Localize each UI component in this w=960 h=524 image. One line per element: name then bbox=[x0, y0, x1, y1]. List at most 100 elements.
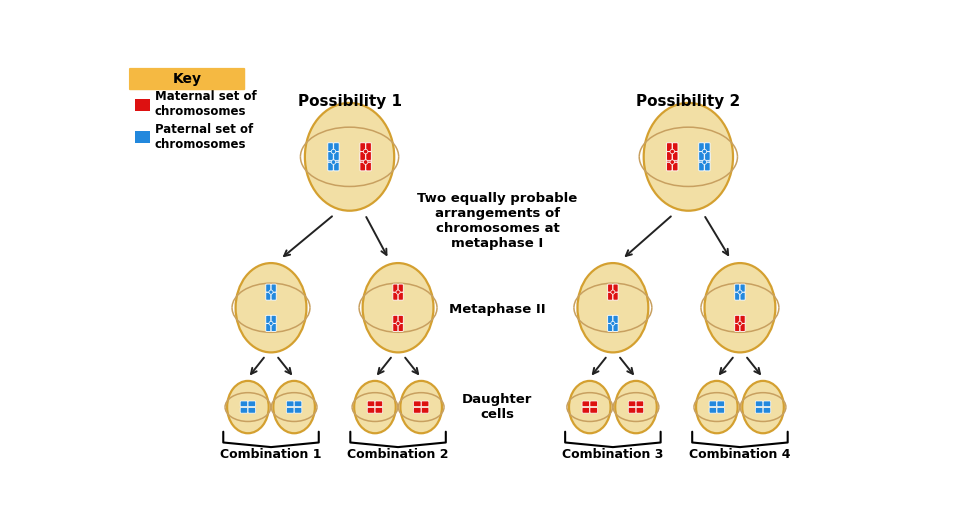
FancyBboxPatch shape bbox=[705, 153, 710, 162]
FancyBboxPatch shape bbox=[582, 401, 589, 407]
FancyBboxPatch shape bbox=[334, 151, 339, 160]
FancyBboxPatch shape bbox=[266, 284, 271, 292]
Circle shape bbox=[396, 290, 400, 294]
FancyBboxPatch shape bbox=[608, 292, 612, 300]
FancyBboxPatch shape bbox=[590, 401, 597, 407]
Circle shape bbox=[396, 321, 400, 325]
FancyBboxPatch shape bbox=[334, 162, 339, 171]
FancyBboxPatch shape bbox=[286, 408, 294, 413]
FancyBboxPatch shape bbox=[636, 401, 644, 407]
FancyBboxPatch shape bbox=[398, 315, 403, 323]
Text: Combination 4: Combination 4 bbox=[689, 449, 791, 461]
FancyBboxPatch shape bbox=[414, 401, 421, 407]
FancyBboxPatch shape bbox=[266, 323, 271, 331]
FancyBboxPatch shape bbox=[240, 401, 248, 407]
FancyBboxPatch shape bbox=[734, 323, 740, 331]
FancyBboxPatch shape bbox=[613, 315, 618, 323]
Circle shape bbox=[702, 149, 707, 154]
Text: Two equally probable
arrangements of
chromosomes at
metaphase I: Two equally probable arrangements of chr… bbox=[418, 192, 578, 250]
FancyBboxPatch shape bbox=[366, 162, 372, 171]
Ellipse shape bbox=[705, 263, 776, 353]
Circle shape bbox=[364, 160, 368, 165]
FancyBboxPatch shape bbox=[673, 151, 678, 160]
Ellipse shape bbox=[363, 263, 434, 353]
FancyBboxPatch shape bbox=[266, 292, 271, 300]
FancyBboxPatch shape bbox=[699, 151, 705, 160]
FancyBboxPatch shape bbox=[673, 162, 678, 171]
Ellipse shape bbox=[615, 381, 657, 433]
Text: Combination 3: Combination 3 bbox=[563, 449, 663, 461]
FancyBboxPatch shape bbox=[763, 408, 771, 413]
FancyBboxPatch shape bbox=[375, 408, 383, 413]
Ellipse shape bbox=[305, 103, 395, 211]
FancyBboxPatch shape bbox=[608, 284, 612, 292]
Ellipse shape bbox=[400, 381, 442, 433]
FancyBboxPatch shape bbox=[134, 99, 150, 111]
FancyBboxPatch shape bbox=[398, 323, 403, 331]
FancyBboxPatch shape bbox=[740, 292, 745, 300]
FancyBboxPatch shape bbox=[129, 68, 245, 90]
FancyBboxPatch shape bbox=[248, 401, 255, 407]
Text: Possibility 1: Possibility 1 bbox=[298, 94, 401, 109]
Circle shape bbox=[331, 149, 336, 154]
FancyBboxPatch shape bbox=[393, 315, 398, 323]
FancyBboxPatch shape bbox=[717, 401, 725, 407]
FancyBboxPatch shape bbox=[327, 151, 333, 160]
Ellipse shape bbox=[578, 263, 648, 353]
FancyBboxPatch shape bbox=[398, 292, 403, 300]
FancyBboxPatch shape bbox=[666, 151, 672, 160]
FancyBboxPatch shape bbox=[240, 408, 248, 413]
Circle shape bbox=[611, 321, 615, 325]
FancyBboxPatch shape bbox=[666, 143, 672, 151]
Text: Combination 1: Combination 1 bbox=[220, 449, 322, 461]
FancyBboxPatch shape bbox=[705, 143, 710, 151]
FancyBboxPatch shape bbox=[740, 323, 745, 331]
FancyBboxPatch shape bbox=[608, 323, 612, 331]
FancyBboxPatch shape bbox=[393, 323, 398, 331]
FancyBboxPatch shape bbox=[366, 151, 372, 160]
Text: Combination 2: Combination 2 bbox=[348, 449, 449, 461]
FancyBboxPatch shape bbox=[666, 162, 672, 171]
FancyBboxPatch shape bbox=[327, 143, 333, 151]
Circle shape bbox=[269, 290, 273, 294]
FancyBboxPatch shape bbox=[636, 408, 644, 413]
FancyBboxPatch shape bbox=[366, 143, 372, 151]
FancyBboxPatch shape bbox=[271, 284, 276, 292]
Circle shape bbox=[269, 321, 273, 325]
FancyBboxPatch shape bbox=[271, 315, 276, 323]
FancyBboxPatch shape bbox=[582, 408, 589, 413]
FancyBboxPatch shape bbox=[271, 292, 276, 300]
FancyBboxPatch shape bbox=[334, 143, 339, 151]
FancyBboxPatch shape bbox=[613, 284, 618, 292]
FancyBboxPatch shape bbox=[740, 315, 745, 323]
FancyBboxPatch shape bbox=[699, 153, 705, 162]
Circle shape bbox=[670, 149, 675, 154]
Circle shape bbox=[702, 160, 707, 165]
FancyBboxPatch shape bbox=[295, 401, 301, 407]
FancyBboxPatch shape bbox=[393, 292, 398, 300]
FancyBboxPatch shape bbox=[756, 401, 763, 407]
FancyBboxPatch shape bbox=[705, 151, 710, 160]
Ellipse shape bbox=[354, 381, 396, 433]
FancyBboxPatch shape bbox=[421, 408, 429, 413]
FancyBboxPatch shape bbox=[709, 401, 717, 407]
FancyBboxPatch shape bbox=[628, 408, 636, 413]
FancyBboxPatch shape bbox=[266, 315, 271, 323]
Ellipse shape bbox=[644, 103, 733, 211]
FancyBboxPatch shape bbox=[398, 284, 403, 292]
FancyBboxPatch shape bbox=[271, 323, 276, 331]
Circle shape bbox=[331, 160, 336, 165]
FancyBboxPatch shape bbox=[327, 153, 333, 162]
FancyBboxPatch shape bbox=[360, 153, 366, 162]
Text: Possibility 2: Possibility 2 bbox=[636, 94, 740, 109]
FancyBboxPatch shape bbox=[673, 143, 678, 151]
FancyBboxPatch shape bbox=[334, 153, 339, 162]
FancyBboxPatch shape bbox=[366, 153, 372, 162]
Ellipse shape bbox=[742, 381, 783, 433]
FancyBboxPatch shape bbox=[740, 284, 745, 292]
Ellipse shape bbox=[228, 381, 269, 433]
FancyBboxPatch shape bbox=[368, 408, 374, 413]
FancyBboxPatch shape bbox=[734, 315, 740, 323]
FancyBboxPatch shape bbox=[421, 401, 429, 407]
FancyBboxPatch shape bbox=[628, 401, 636, 407]
